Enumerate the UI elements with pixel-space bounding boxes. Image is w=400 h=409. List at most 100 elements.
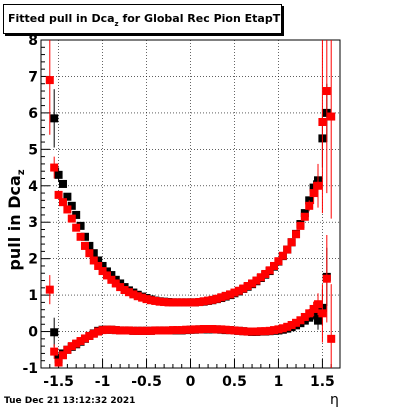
data-point [107, 275, 116, 284]
data-point [63, 192, 72, 201]
data-point [270, 261, 279, 270]
data-point [283, 322, 292, 331]
data-point [221, 325, 230, 334]
data-point [94, 261, 103, 270]
data-point [85, 249, 94, 258]
data-point [208, 295, 217, 304]
data-point [54, 170, 63, 179]
data-point [50, 114, 59, 123]
data-point [124, 326, 133, 335]
data-point [58, 351, 67, 360]
data-point [305, 201, 314, 210]
data-point [85, 241, 94, 250]
plot-frame [40, 39, 341, 369]
data-point [168, 298, 177, 307]
data-point [67, 214, 76, 223]
x-tick-label: 0.5 [222, 374, 247, 390]
series-red-mean [45, 234, 336, 368]
data-point [76, 232, 85, 241]
data-point [63, 345, 72, 354]
data-point [234, 286, 243, 295]
data-point [72, 223, 81, 232]
chart-title-main: Fitted pull in Dca [8, 12, 115, 25]
data-point [261, 269, 270, 278]
data-point [107, 271, 116, 280]
data-point [256, 273, 265, 282]
data-point [168, 326, 177, 335]
data-point [248, 279, 257, 288]
data-point [58, 179, 67, 188]
data-point [107, 325, 116, 334]
chart-title: Fitted pull in Dcaz for Global Rec Pion … [3, 4, 282, 34]
data-point [155, 297, 164, 306]
data-point [314, 300, 323, 309]
data-point [133, 326, 142, 335]
data-point [186, 325, 195, 334]
data-point [322, 87, 331, 96]
y-tick-label: -1 [22, 361, 38, 377]
data-point [226, 290, 235, 299]
data-point [212, 325, 221, 334]
data-point [58, 198, 67, 207]
data-point [256, 327, 265, 336]
x-tick-label: 1 [274, 374, 284, 390]
data-point [146, 326, 155, 335]
y-tick-label: 3 [28, 215, 38, 231]
timestamp-label: Tue Dec 21 13:12:32 2021 [4, 396, 136, 406]
data-point [208, 325, 217, 334]
data-point [327, 334, 336, 343]
data-point [217, 293, 226, 302]
y-tick-label: 2 [28, 252, 38, 268]
data-point [278, 324, 287, 333]
y-tick-label: 0 [28, 325, 38, 341]
data-point [322, 274, 331, 283]
data-point [217, 325, 226, 334]
data-point [138, 293, 147, 302]
data-point [160, 298, 169, 307]
data-point [160, 326, 169, 335]
data-point [221, 291, 230, 300]
data-point [283, 245, 292, 254]
data-point [67, 201, 76, 210]
data-point [80, 232, 89, 241]
data-point [309, 304, 318, 313]
data-point [239, 284, 248, 293]
data-point [204, 296, 213, 305]
data-point [177, 326, 186, 335]
data-point [85, 331, 94, 340]
data-point [292, 230, 301, 239]
data-point [265, 266, 274, 275]
data-point [45, 76, 54, 85]
data-point [270, 326, 279, 335]
y-tick-label: 5 [28, 142, 38, 158]
data-point [199, 325, 208, 334]
y-axis-label-main: pull in Dca [5, 175, 24, 271]
data-point [318, 309, 327, 318]
data-point [72, 339, 81, 348]
data-point [67, 342, 76, 351]
y-tick-label: 7 [28, 69, 38, 85]
data-point [190, 298, 199, 307]
x-tick-label: -1.5 [43, 374, 74, 390]
y-tick-label: 1 [28, 288, 38, 304]
data-point [138, 326, 147, 335]
data-point [287, 238, 296, 247]
data-point [292, 318, 301, 327]
data-point [212, 294, 221, 303]
data-point [177, 298, 186, 307]
chart-title-sub: z [114, 20, 119, 28]
data-point [124, 288, 133, 297]
data-point [94, 327, 103, 336]
x-tick-label: 1.5 [310, 374, 335, 390]
data-point [50, 328, 59, 337]
data-point [98, 326, 107, 335]
data-point [252, 327, 261, 336]
data-point [129, 326, 138, 335]
data-point [314, 181, 323, 190]
data-point [111, 326, 120, 335]
data-point [300, 212, 309, 221]
data-point [63, 205, 72, 214]
x-tick-label: -1 [95, 374, 111, 390]
data-point [98, 261, 107, 270]
data-point [50, 163, 59, 172]
